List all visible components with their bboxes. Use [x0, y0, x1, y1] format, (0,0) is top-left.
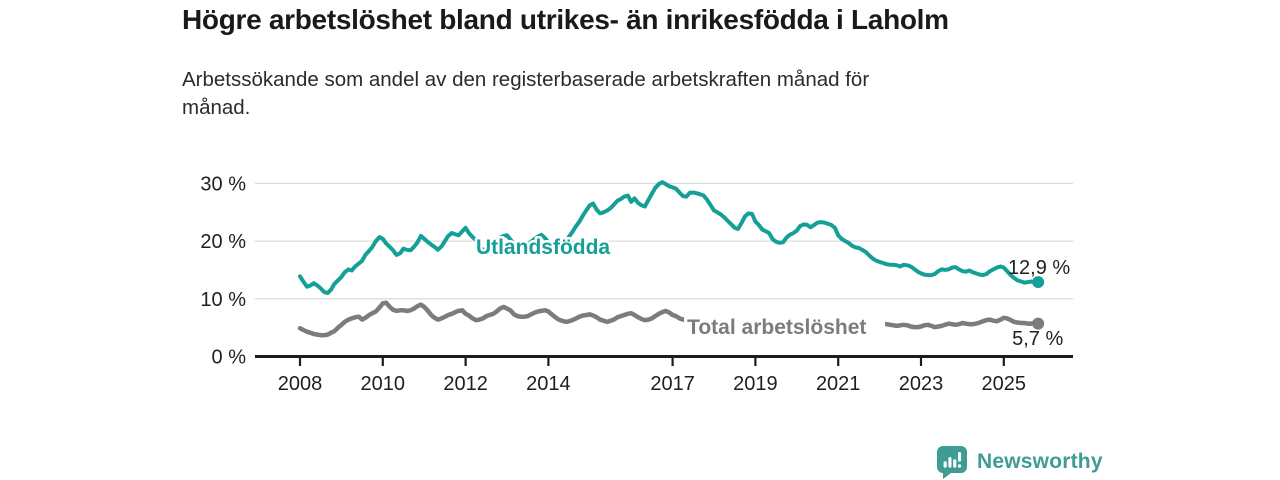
y-tick-label: 30 %: [200, 173, 246, 195]
chart-subtitle: Arbetssökande som andel av den registerb…: [182, 66, 962, 122]
x-tick-label: 2014: [526, 373, 571, 395]
x-tick-label: 2008: [278, 373, 323, 395]
newsworthy-logo: Newsworthy: [936, 445, 1103, 479]
page-title: Högre arbetslöshet bland utrikes- än inr…: [182, 4, 949, 35]
series-line-utlandsf-dda: [298, 180, 1041, 295]
bar-chart-speech-bubble-icon: [937, 446, 967, 479]
series-line-total-arbetsl-shet: [297, 300, 1041, 338]
x-tick-label: 2025: [982, 373, 1027, 395]
x-tick-label: 2019: [733, 373, 778, 395]
series-label: Utlandsfödda: [476, 236, 610, 259]
subtitle-line-2: månad.: [182, 96, 251, 120]
y-tick-label: 20 %: [200, 231, 246, 253]
series-end-dot: [1032, 276, 1045, 289]
y-tick-label: 0 %: [212, 347, 247, 369]
subtitle-line-1: Arbetssökande som andel av den registerb…: [182, 68, 870, 91]
x-tick-label: 2021: [816, 373, 861, 395]
x-tick-label: 2023: [899, 373, 944, 395]
y-tick-label: 10 %: [200, 289, 246, 311]
x-tick-label: 2010: [361, 373, 406, 395]
series-end-label: 5,7 %: [1012, 328, 1063, 350]
series-end-dot: [1032, 317, 1045, 330]
x-tick-label: 2012: [443, 373, 488, 395]
series-end-label: 12,9 %: [1008, 257, 1070, 279]
brand-name: Newsworthy: [977, 450, 1103, 473]
series-label-mask: [684, 305, 886, 336]
series-label: Total arbetslöshet: [687, 316, 866, 339]
x-tick-label: 2017: [650, 373, 695, 395]
